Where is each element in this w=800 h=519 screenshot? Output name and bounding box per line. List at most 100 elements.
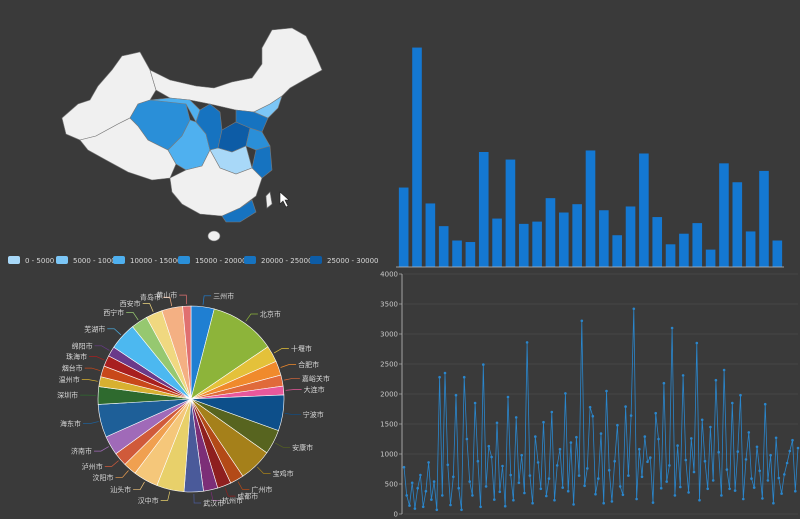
map-region-north[interactable]	[149, 27, 323, 113]
line-point[interactable]	[769, 453, 772, 457]
line-point[interactable]	[796, 446, 800, 450]
line-point[interactable]	[717, 450, 720, 454]
pie-slice[interactable]	[182, 305, 192, 400]
line-point[interactable]	[476, 459, 480, 463]
line-point[interactable]	[728, 487, 731, 491]
bar[interactable]	[532, 221, 542, 267]
line-point[interactable]	[714, 378, 718, 382]
map-region-hainan[interactable]	[207, 230, 221, 242]
line-point[interactable]	[638, 447, 641, 451]
line-point[interactable]	[709, 425, 712, 429]
bar[interactable]	[492, 218, 502, 267]
bar[interactable]	[585, 150, 596, 267]
line-point[interactable]	[621, 493, 625, 497]
line-point[interactable]	[700, 418, 704, 422]
line-point[interactable]	[572, 503, 575, 506]
bar[interactable]	[612, 235, 622, 267]
line-point[interactable]	[520, 453, 523, 457]
line-point[interactable]	[618, 485, 622, 488]
line-point[interactable]	[692, 470, 696, 474]
line-point[interactable]	[646, 460, 649, 464]
line-point[interactable]	[498, 490, 502, 494]
line-point[interactable]	[777, 476, 781, 480]
line-point[interactable]	[586, 467, 589, 470]
map-region-south[interactable]	[169, 149, 263, 217]
line-point[interactable]	[785, 461, 789, 465]
line-point[interactable]	[424, 489, 428, 493]
bar[interactable]	[452, 240, 462, 267]
line-point[interactable]	[720, 494, 723, 497]
legend-swatch[interactable]	[113, 256, 125, 264]
line-point[interactable]	[640, 475, 644, 479]
line-point[interactable]	[588, 405, 592, 409]
line-point[interactable]	[755, 445, 759, 449]
line-point[interactable]	[558, 447, 562, 451]
line-point[interactable]	[698, 498, 701, 502]
line-point[interactable]	[643, 435, 647, 438]
bar[interactable]	[398, 187, 409, 267]
bar[interactable]	[719, 163, 729, 267]
line-point[interactable]	[665, 480, 668, 483]
line-point[interactable]	[687, 491, 690, 494]
line-point[interactable]	[602, 501, 605, 505]
line-point[interactable]	[506, 395, 510, 399]
line-point[interactable]	[555, 464, 559, 467]
line-point[interactable]	[616, 423, 619, 427]
line-point[interactable]	[613, 459, 616, 463]
line-point[interactable]	[733, 489, 737, 492]
line-point[interactable]	[599, 432, 603, 435]
line-point[interactable]	[539, 487, 543, 491]
line-point[interactable]	[566, 489, 570, 493]
legend-swatch[interactable]	[310, 256, 322, 264]
line-point[interactable]	[471, 494, 474, 497]
bar[interactable]	[639, 153, 649, 268]
bar[interactable]	[705, 249, 716, 267]
map-region-guangdong[interactable]	[221, 199, 257, 223]
bar[interactable]	[545, 198, 556, 267]
line-point[interactable]	[531, 501, 534, 505]
line-point[interactable]	[575, 435, 578, 439]
line-point[interactable]	[662, 381, 666, 385]
bar[interactable]	[745, 231, 756, 267]
map-region-liaoning[interactable]	[253, 95, 283, 119]
line-point[interactable]	[744, 458, 748, 461]
line-point[interactable]	[449, 503, 452, 507]
line-point[interactable]	[711, 479, 715, 482]
line-point[interactable]	[482, 363, 485, 366]
line-point[interactable]	[525, 341, 529, 344]
line-point[interactable]	[654, 411, 657, 415]
line-point[interactable]	[564, 392, 567, 395]
bar[interactable]	[772, 240, 783, 267]
line-point[interactable]	[594, 492, 597, 496]
line-point[interactable]	[421, 505, 425, 509]
line-point[interactable]	[597, 477, 600, 480]
line-point[interactable]	[550, 410, 554, 414]
line-point[interactable]	[629, 414, 633, 417]
bar[interactable]	[478, 151, 489, 267]
line-point[interactable]	[517, 481, 521, 485]
line-point[interactable]	[435, 508, 439, 512]
line-point[interactable]	[583, 484, 586, 488]
bar[interactable]	[652, 217, 663, 267]
bar[interactable]	[732, 182, 743, 267]
bar[interactable]	[692, 223, 703, 267]
bar[interactable]	[559, 212, 569, 267]
line-point[interactable]	[659, 486, 663, 490]
line-point[interactable]	[547, 477, 551, 480]
line-point[interactable]	[670, 326, 674, 330]
bar[interactable]	[572, 204, 582, 267]
line-point[interactable]	[490, 455, 493, 459]
line-point[interactable]	[487, 444, 491, 448]
line-point[interactable]	[432, 480, 436, 483]
line-point[interactable]	[703, 459, 707, 463]
line-point[interactable]	[462, 375, 466, 379]
line-point[interactable]	[684, 458, 688, 462]
line-point[interactable]	[473, 401, 477, 405]
line-point[interactable]	[673, 494, 677, 497]
bar[interactable]	[599, 210, 609, 267]
bar[interactable]	[679, 233, 689, 267]
line-point[interactable]	[607, 468, 611, 472]
line-point[interactable]	[577, 474, 581, 477]
legend-swatch[interactable]	[8, 256, 20, 264]
line-point[interactable]	[690, 437, 693, 440]
